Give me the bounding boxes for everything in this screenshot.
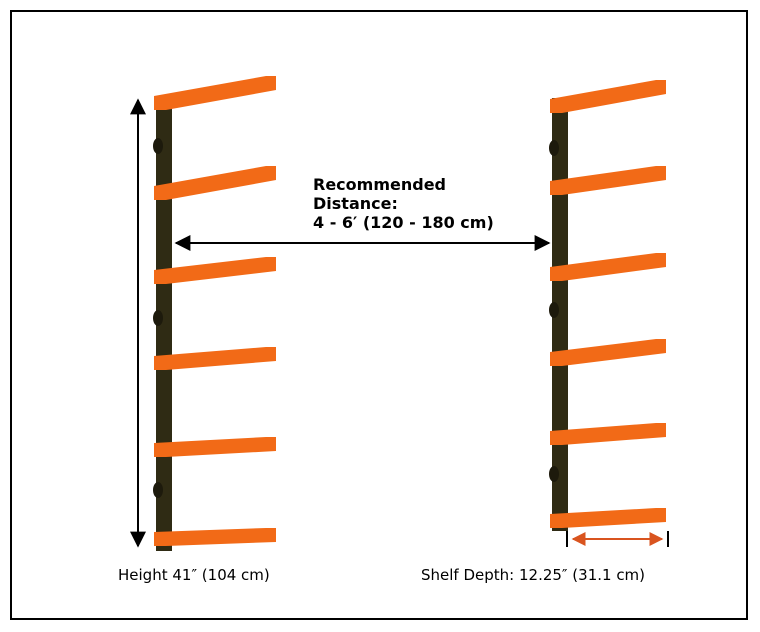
distance-line-3: 4 - 6′ (120 - 180 cm)	[313, 213, 494, 232]
right-rack-post	[552, 98, 568, 531]
right-rack-bracket	[549, 140, 559, 156]
shelf-arm	[154, 528, 276, 546]
right-rack-bracket	[549, 466, 559, 482]
shelf-arm	[550, 80, 666, 113]
shelf-arm	[550, 166, 666, 195]
shelf-arm	[154, 166, 276, 200]
right-rack-bracket	[549, 302, 559, 318]
distance-line-1: Recommended	[313, 175, 446, 194]
right-rack	[549, 80, 666, 531]
left-rack-bracket	[153, 310, 163, 326]
right-rack-shelves	[550, 80, 666, 528]
shelf-arm	[550, 423, 666, 445]
distance-label: Recommended Distance: 4 - 6′ (120 - 180 …	[313, 175, 494, 232]
shelf-arm	[550, 339, 666, 366]
depth-dimension	[566, 531, 669, 547]
left-rack-bracket	[153, 482, 163, 498]
left-rack-bracket	[153, 138, 163, 154]
distance-line-2: Distance:	[313, 194, 398, 213]
left-rack-shelves	[154, 76, 276, 546]
shelf-arm	[154, 437, 276, 457]
shelf-depth-label: Shelf Depth: 12.25″ (31.1 cm)	[421, 566, 646, 584]
shelf-arm	[550, 253, 666, 281]
left-rack-post	[156, 96, 172, 551]
shelf-arm	[154, 347, 276, 370]
shelf-arm	[154, 257, 276, 284]
height-label: Height 41″ (104 cm)	[118, 566, 270, 584]
shelf-arm	[550, 508, 666, 528]
left-rack	[153, 76, 276, 551]
shelf-arm	[154, 76, 276, 110]
